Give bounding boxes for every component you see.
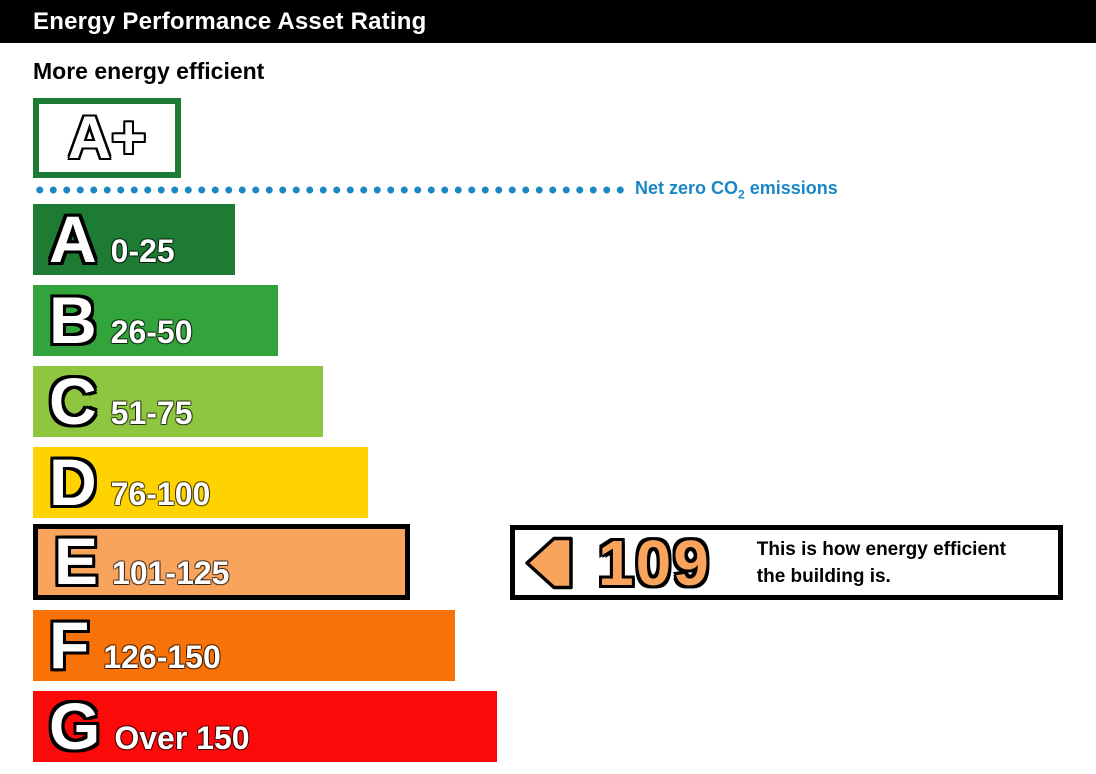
band-range: Over 150 [114,720,250,756]
band-row-f: F 126-150 [33,610,455,681]
net-zero-subscript: 2 [738,187,745,202]
band-row-e-highlighted: E 101-125 [33,524,410,600]
band-letter: A [49,202,97,276]
current-rating-value: 109 [598,526,711,599]
band-range: 126-150 [103,639,221,675]
band-letter: B [49,283,97,357]
band-aplus-label: A+ [67,104,147,171]
net-zero-prefix: Net zero CO [635,178,739,199]
band-letter: C [49,364,97,438]
net-zero-row: Net zero CO2 emissions [33,178,838,202]
current-rating-box: 109 This is how energy efficient the bui… [510,525,1063,600]
band-row-b: B 26-50 [33,285,278,356]
header-bar: Energy Performance Asset Rating [0,0,1096,43]
dotted-line [33,185,625,195]
left-arrow-icon [525,536,573,589]
band-range: 51-75 [110,395,193,431]
band-aplus: A+ [33,98,181,178]
band-range: 101-125 [112,555,230,591]
net-zero-suffix: emissions [744,178,838,199]
band-range: 26-50 [110,314,193,350]
band-row-g: G Over 150 [33,691,497,762]
page-title: Energy Performance Asset Rating [33,7,427,35]
band-letter: G [49,689,101,763]
band-range: 0-25 [110,233,175,269]
more-efficient-label: More energy efficient [33,58,265,84]
band-letter: E [54,524,99,598]
band-row-c: C 51-75 [33,366,323,437]
band-letter: F [49,608,90,682]
band-letter: D [49,445,97,519]
rating-bands: A 0-25 B 26-50 C 51-75 D 76-100 E 101-12… [33,204,497,762]
current-rating-description: This is how energy efficient the buildin… [757,536,1006,590]
band-row-d: D 76-100 [33,447,368,518]
description-line-1: This is how energy efficient [756,538,1006,560]
band-row-a: A 0-25 [33,204,235,275]
description-line-2: the building is. [756,565,891,587]
band-range: 76-100 [110,476,211,512]
net-zero-label: Net zero CO2 emissions [635,178,838,202]
